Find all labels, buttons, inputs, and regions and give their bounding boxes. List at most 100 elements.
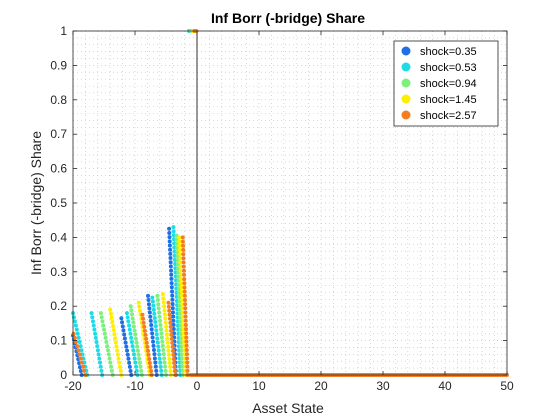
legend: shock=0.35 shock=0.53 shock=0.94 shock=1.45… — [393, 40, 499, 127]
data-point — [108, 311, 113, 316]
data-point — [136, 352, 141, 357]
data-point — [102, 331, 107, 336]
data-point — [120, 324, 125, 329]
data-point — [161, 348, 166, 353]
data-point — [167, 243, 172, 248]
data-point — [157, 356, 162, 361]
data-point — [184, 347, 189, 352]
data-point — [123, 340, 128, 345]
data-point — [152, 352, 157, 357]
data-point — [150, 295, 155, 300]
data-point — [177, 247, 182, 252]
data-point — [185, 368, 190, 373]
data-point — [105, 348, 110, 353]
data-point — [170, 301, 175, 306]
data-point — [151, 343, 156, 348]
data-point — [128, 368, 133, 373]
data-point — [77, 352, 82, 357]
data-point — [71, 331, 76, 336]
data-point — [147, 306, 152, 311]
data-point — [93, 331, 98, 336]
data-point — [152, 311, 157, 316]
legend-label: shock=0.53 — [420, 62, 477, 74]
x-tick-label: 50 — [500, 379, 514, 393]
data-point — [170, 344, 175, 349]
data-point — [184, 327, 189, 332]
data-point — [117, 364, 122, 369]
data-point — [155, 340, 160, 345]
data-point — [178, 272, 183, 277]
data-point — [146, 302, 151, 307]
data-point — [157, 352, 162, 357]
y-tick-label: 0.8 — [50, 93, 67, 107]
data-point — [153, 360, 158, 365]
data-point — [184, 343, 189, 348]
data-point — [167, 360, 172, 365]
data-point — [166, 300, 171, 305]
data-point — [170, 297, 175, 302]
ticks: -20 -10 0 10 20 30 40 50 0 0.1 0.2 0.3 0.4 0.5 0.6 0.7 0… — [50, 24, 514, 393]
data-point — [158, 360, 163, 365]
data-point — [132, 328, 137, 333]
data-point — [134, 364, 139, 369]
data-point — [166, 352, 171, 357]
data-point — [149, 327, 154, 332]
data-point — [130, 344, 135, 349]
data-point — [81, 356, 86, 361]
data-point — [149, 368, 154, 373]
x-axis-label: Asset State — [252, 400, 324, 416]
data-point — [183, 314, 188, 319]
data-point — [158, 323, 163, 328]
data-point — [98, 364, 103, 369]
data-point — [160, 339, 165, 344]
data-point — [180, 306, 185, 311]
y-tick-label: 0.4 — [50, 230, 67, 244]
data-point — [168, 324, 173, 329]
data-point — [153, 320, 158, 325]
legend-marker — [401, 62, 411, 72]
data-point — [141, 316, 146, 321]
data-point — [185, 360, 190, 365]
data-point — [135, 348, 140, 353]
data-point — [181, 243, 186, 248]
data-point — [179, 289, 184, 294]
data-point — [167, 235, 172, 240]
data-point — [185, 356, 190, 361]
data-point — [76, 348, 81, 353]
data-point — [131, 320, 136, 325]
data-point — [180, 368, 185, 373]
data-point — [148, 314, 153, 319]
data-point — [172, 360, 177, 365]
data-point — [182, 281, 187, 286]
data-point — [167, 308, 172, 313]
data-point — [155, 298, 160, 303]
data-point — [158, 318, 163, 323]
data-point — [136, 300, 141, 305]
y-tick-label: 0.9 — [50, 58, 67, 72]
data-point — [182, 293, 187, 298]
data-point — [75, 344, 80, 349]
data-point — [154, 368, 159, 373]
data-point — [167, 230, 172, 235]
data-point — [171, 314, 176, 319]
data-point — [133, 336, 138, 341]
data-point — [169, 272, 174, 277]
data-point — [78, 356, 83, 361]
data-point — [99, 368, 104, 373]
legend-label: shock=1.45 — [420, 94, 477, 106]
data-point — [177, 243, 182, 248]
x-tick-label: 20 — [314, 379, 328, 393]
legend-marker — [401, 94, 411, 104]
data-point — [99, 315, 104, 320]
data-point — [138, 364, 143, 369]
data-point — [166, 304, 171, 309]
data-point — [181, 260, 186, 265]
x-tick-label: -10 — [126, 379, 144, 393]
data-point — [184, 331, 189, 336]
data-point — [183, 318, 188, 323]
data-point — [163, 364, 168, 369]
data-point — [139, 368, 144, 373]
data-point — [115, 348, 120, 353]
legend-label: shock=0.94 — [420, 78, 477, 90]
